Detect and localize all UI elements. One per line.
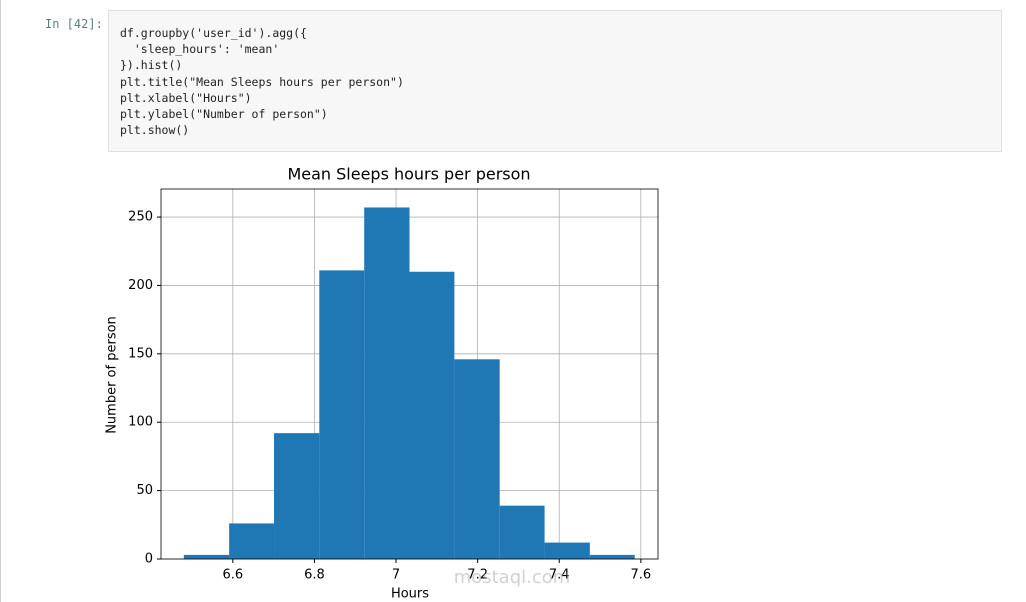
x-tick-label: 7.4 [549, 568, 570, 583]
y-tick-label: 50 [136, 483, 153, 498]
chart-title: Mean Sleeps hours per person [287, 165, 530, 184]
x-tick-label: 7.6 [631, 568, 652, 583]
y-tick-label: 100 [128, 415, 153, 430]
y-tick-label: 150 [128, 346, 153, 361]
bar [364, 207, 410, 559]
y-tick-label: 200 [128, 278, 153, 293]
plot-frame [160, 188, 659, 560]
y-axis-label: Number of person [105, 316, 120, 434]
bar [589, 554, 635, 559]
bar [499, 505, 545, 559]
watermark: mostaql.com [454, 567, 571, 588]
bar [274, 433, 320, 559]
x-tick-label: 6.6 [222, 568, 243, 583]
code-line: plt.show() [120, 123, 190, 138]
y-tick-label: 0 [145, 552, 153, 567]
code-line: df.groupby('user_id').agg({ [120, 26, 307, 40]
x-axis-label: Hours [391, 587, 429, 602]
bar [183, 554, 230, 559]
code-line: }).hist() [120, 58, 183, 73]
x-tick-label: 7.2 [467, 568, 488, 583]
code-line: plt.xlabel("Hours") [120, 90, 252, 105]
bar [319, 270, 365, 559]
cell-border [0, 0, 1, 602]
code-line: 'sleep_hours': 'mean' [120, 42, 280, 57]
y-tick-label: 250 [128, 210, 153, 225]
bar [454, 359, 500, 559]
bar [544, 542, 590, 559]
code-line: plt.title("Mean Sleeps hours per person"… [120, 74, 404, 89]
x-tick-label: 6.8 [304, 568, 325, 583]
code-line: plt.ylabel("Number of person") [120, 107, 328, 121]
bar [229, 523, 275, 559]
code-cell[interactable]: df.groupby('user_id').agg({ 'sleep_hours… [108, 10, 1002, 152]
x-tick-label: 7 [392, 568, 400, 583]
bar [409, 271, 455, 559]
cell-prompt: In [42]: [45, 17, 103, 31]
